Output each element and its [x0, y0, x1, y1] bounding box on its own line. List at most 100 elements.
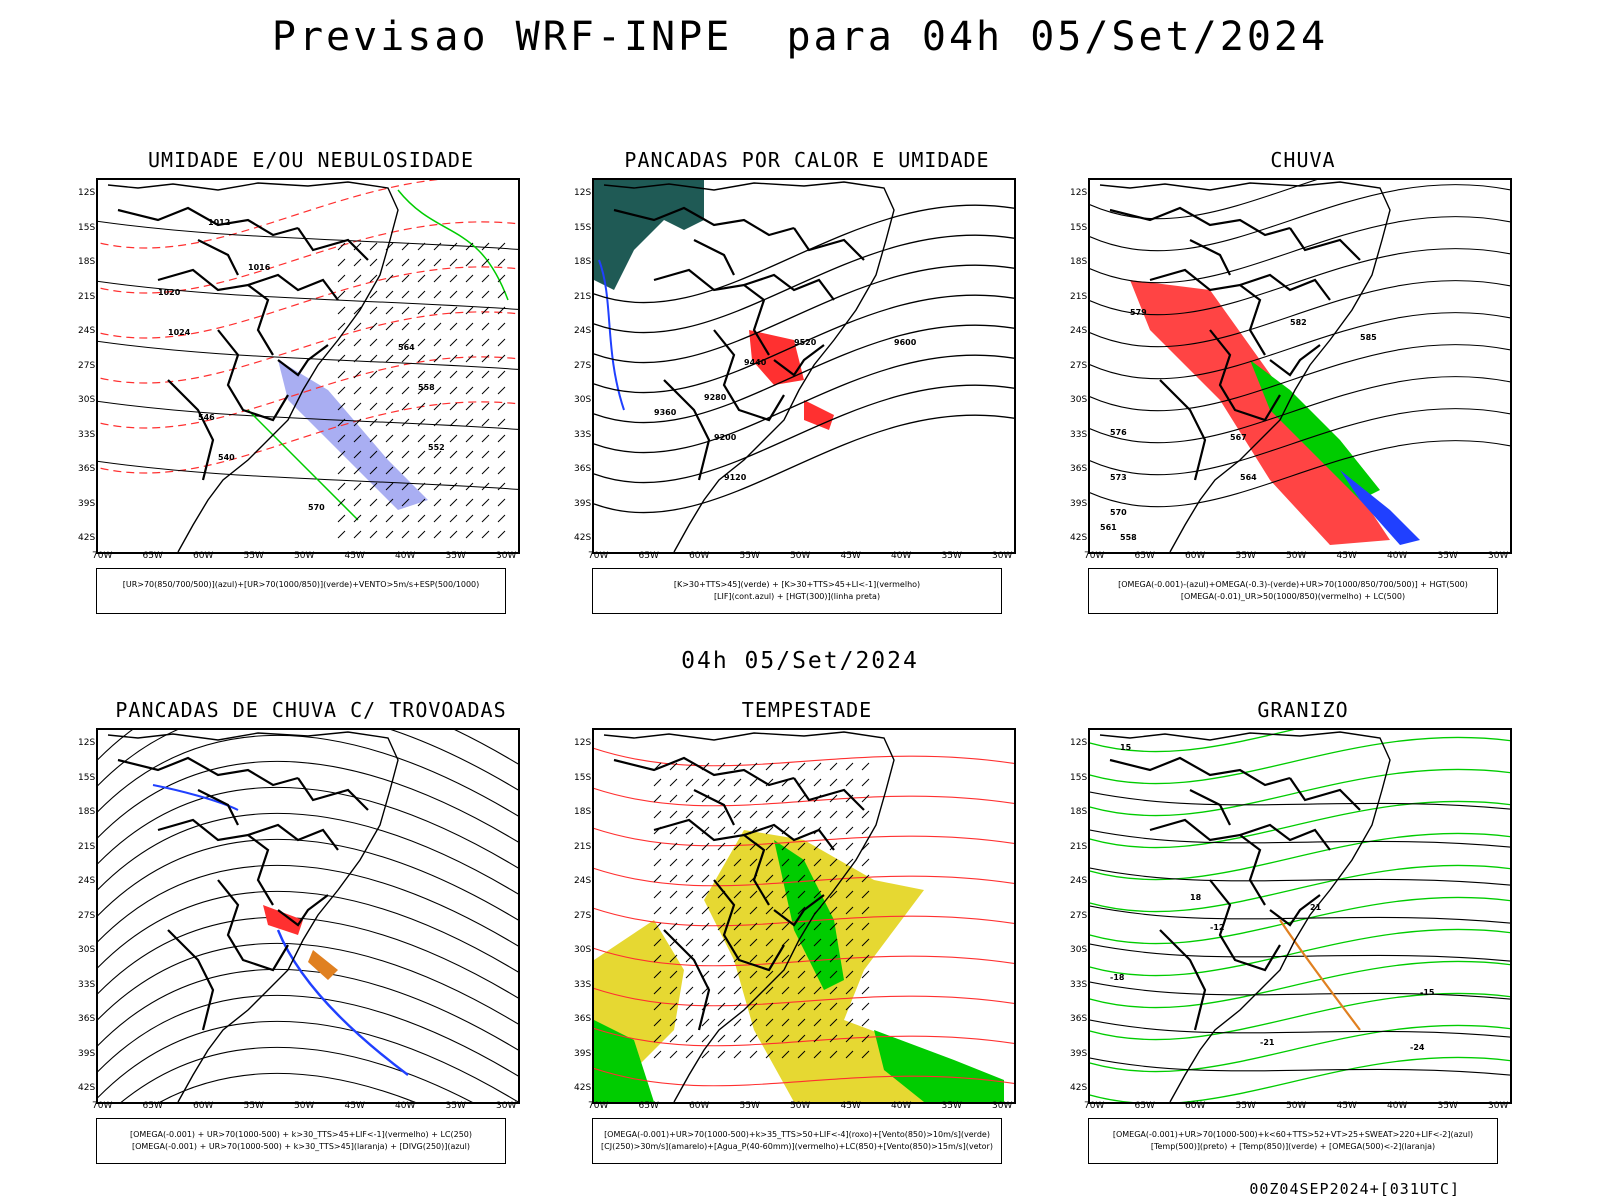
country-border — [297, 777, 369, 811]
wind-arrow — [829, 906, 838, 915]
latitude-tick-label: 21S — [1070, 841, 1088, 852]
wind-arrow — [337, 402, 346, 411]
basemap — [603, 731, 895, 1102]
wind-arrow — [449, 242, 458, 251]
wind-arrow — [465, 466, 474, 475]
contour-line — [98, 220, 518, 250]
wind-arrow — [653, 1050, 662, 1059]
wind-arrow — [401, 530, 410, 539]
wind-arrow — [749, 906, 758, 915]
wind-arrow — [433, 290, 442, 299]
longitude-tick-label: 50W — [790, 1101, 811, 1111]
wind-arrow — [433, 338, 442, 347]
latitude-tick-label: 12S — [574, 738, 592, 748]
longitude-tick-label: 40W — [1387, 551, 1408, 561]
contour-line — [594, 827, 1014, 847]
wind-arrow — [717, 986, 726, 995]
wind-arrow — [401, 258, 410, 267]
wind-arrow — [653, 1034, 662, 1043]
streamline — [98, 1020, 518, 1102]
contour-label: -12 — [1210, 923, 1224, 932]
country-border — [793, 227, 865, 261]
contour-label: 540 — [218, 453, 235, 462]
wind-arrow — [385, 322, 394, 331]
wind-arrow — [417, 322, 426, 331]
wind-arrow — [433, 306, 442, 315]
country-border — [1109, 756, 1291, 787]
latitude-tick-label: 27S — [574, 910, 592, 921]
wind-arrow — [417, 530, 426, 539]
wind-arrow — [449, 338, 458, 347]
wind-arrow — [481, 402, 490, 411]
country-border — [1239, 273, 1331, 301]
wind-arrow — [813, 922, 822, 931]
contour-line — [1090, 1057, 1510, 1076]
contour-line — [1090, 981, 1510, 1000]
wind-arrow — [829, 970, 838, 979]
wind-arrow — [449, 434, 458, 443]
wind-arrow — [433, 322, 442, 331]
streamline — [98, 730, 518, 765]
latitude-tick-label: 42S — [78, 1083, 96, 1093]
wind-arrow — [749, 858, 758, 867]
wind-arrow — [701, 842, 710, 851]
panel-title: UMIDADE E/OU NEBULOSIDADE — [147, 148, 475, 172]
wind-arrow — [653, 810, 662, 819]
wind-arrow — [781, 986, 790, 995]
wind-arrow — [861, 970, 870, 979]
wind-arrow — [717, 794, 726, 803]
wind-arrow — [353, 242, 362, 251]
contour-label: 573 — [1110, 473, 1127, 482]
wind-arrow — [465, 514, 474, 523]
wind-arrow — [497, 418, 506, 427]
wind-arrow — [653, 922, 662, 931]
map-plot: 9600 9520 9440 9360 9280 9200 9120 — [592, 178, 1016, 554]
wind-arrow — [433, 482, 442, 491]
wind-arrow — [781, 1018, 790, 1027]
wind-arrow — [845, 986, 854, 995]
wind-arrow — [749, 890, 758, 899]
wind-arrow — [497, 322, 506, 331]
wind-arrow — [465, 370, 474, 379]
map-plot: -12 -15 -18 -21 -24 15 18 21 — [1088, 728, 1512, 1104]
wind-arrow — [417, 450, 426, 459]
contour-label: 564 — [398, 343, 415, 352]
country-border — [693, 239, 735, 276]
wind-arrow — [781, 810, 790, 819]
contour-line — [1090, 1056, 1510, 1102]
latitude-tick-label: 33S — [1070, 979, 1088, 990]
wind-arrow — [765, 826, 774, 835]
longitude-tick-label: 50W — [790, 551, 811, 561]
wind-arrow — [861, 778, 870, 787]
wind-arrow — [861, 890, 870, 899]
wind-arrow — [481, 386, 490, 395]
contour-line — [1090, 768, 1510, 817]
longitude-tick-label: 55W — [1235, 551, 1256, 561]
map-svg — [98, 730, 518, 1102]
longitude-tick-label: 35W — [445, 1101, 466, 1111]
wind-arrow — [417, 338, 426, 347]
wind-arrow — [829, 954, 838, 963]
latitude-tick-label: 39S — [78, 1048, 96, 1059]
wind-arrow — [829, 1002, 838, 1011]
wind-arrow — [353, 258, 362, 267]
longitude-tick-label: 35W — [941, 551, 962, 561]
panel-granizo: GRANIZO -12 -15 -18 -21 -24 15 18 21 [OMEGA(-0.… — [1068, 698, 1538, 1168]
wind-arrow — [449, 450, 458, 459]
longitude-tick-label: 45W — [1336, 1101, 1357, 1111]
contour-label: -18 — [1110, 973, 1125, 982]
contour-label: 546 — [198, 413, 215, 422]
wind-arrow — [337, 466, 346, 475]
wind-arrow — [701, 1050, 710, 1059]
longitude-tick-label: 35W — [941, 1101, 962, 1111]
contour-line — [594, 414, 1014, 514]
wind-arrow — [401, 274, 410, 283]
wind-arrow — [845, 826, 854, 835]
wind-arrow — [733, 794, 742, 803]
wind-arrow — [717, 906, 726, 915]
wind-arrow — [717, 874, 726, 883]
wind-arrow — [497, 354, 506, 363]
legend-line-2: [OMEGA(-0.001) + UR>70(1000-500) + k>30_… — [131, 1142, 471, 1151]
country-border — [1289, 777, 1361, 811]
latitude-tick-label: 21S — [1070, 291, 1088, 302]
